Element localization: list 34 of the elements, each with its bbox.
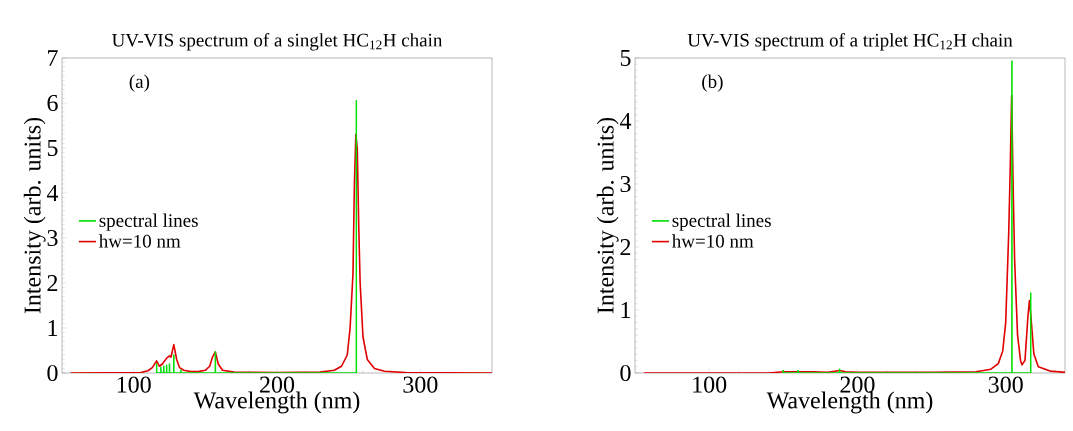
y-tick-label: 4 — [46, 185, 59, 201]
x-tick-label: 200 — [260, 376, 295, 393]
legend-label: spectral lines — [672, 213, 771, 231]
y-tick-label: 0 — [47, 364, 58, 382]
x-axis-title: Wavelength (nm) — [766, 391, 933, 414]
y-tick-label: 0 — [620, 364, 631, 382]
y-tick-label: 5 — [620, 50, 631, 66]
y-tick-label: 2 — [620, 239, 631, 255]
legend-label: hw=10 nm — [98, 234, 181, 248]
x-tick-label: 100 — [117, 376, 151, 393]
y-tick-label: 4 — [619, 113, 632, 129]
y-tick-label: 7 — [48, 50, 58, 66]
y-tick-label: 1 — [621, 302, 631, 318]
x-tick-label: 100 — [693, 376, 727, 393]
y-tick-label: 2 — [47, 275, 58, 291]
y-tick-label: 1 — [48, 320, 58, 336]
y-axis-title: Intensity (arb. units) — [23, 117, 46, 314]
line-series — [782, 60, 1032, 373]
legend-label: spectral lines — [99, 213, 198, 231]
annotation: (b) — [702, 74, 723, 92]
chart-title: UV-VIS spectrum of a triplet HC$_{12}$H chain — [687, 33, 1013, 51]
annotation: (a) — [129, 74, 150, 92]
y-tick-label: 6 — [47, 94, 58, 112]
y-tick-label: 3 — [47, 229, 58, 247]
x-tick-label: 300 — [403, 376, 438, 393]
y-axis-title: Intensity (arb. units) — [596, 117, 619, 314]
line-series — [69, 133, 492, 373]
y-tick-label: 5 — [47, 140, 58, 156]
x-axis-title: Wavelength (nm) — [193, 391, 360, 414]
x-tick-label: 200 — [840, 376, 875, 393]
y-tick-label: 3 — [620, 175, 631, 193]
legend-label: hw=10 nm — [671, 234, 754, 248]
chart-title: UV-VIS spectrum of a singlet HC$_{12}$H chain — [112, 32, 443, 51]
x-tick-label: 300 — [988, 376, 1023, 393]
